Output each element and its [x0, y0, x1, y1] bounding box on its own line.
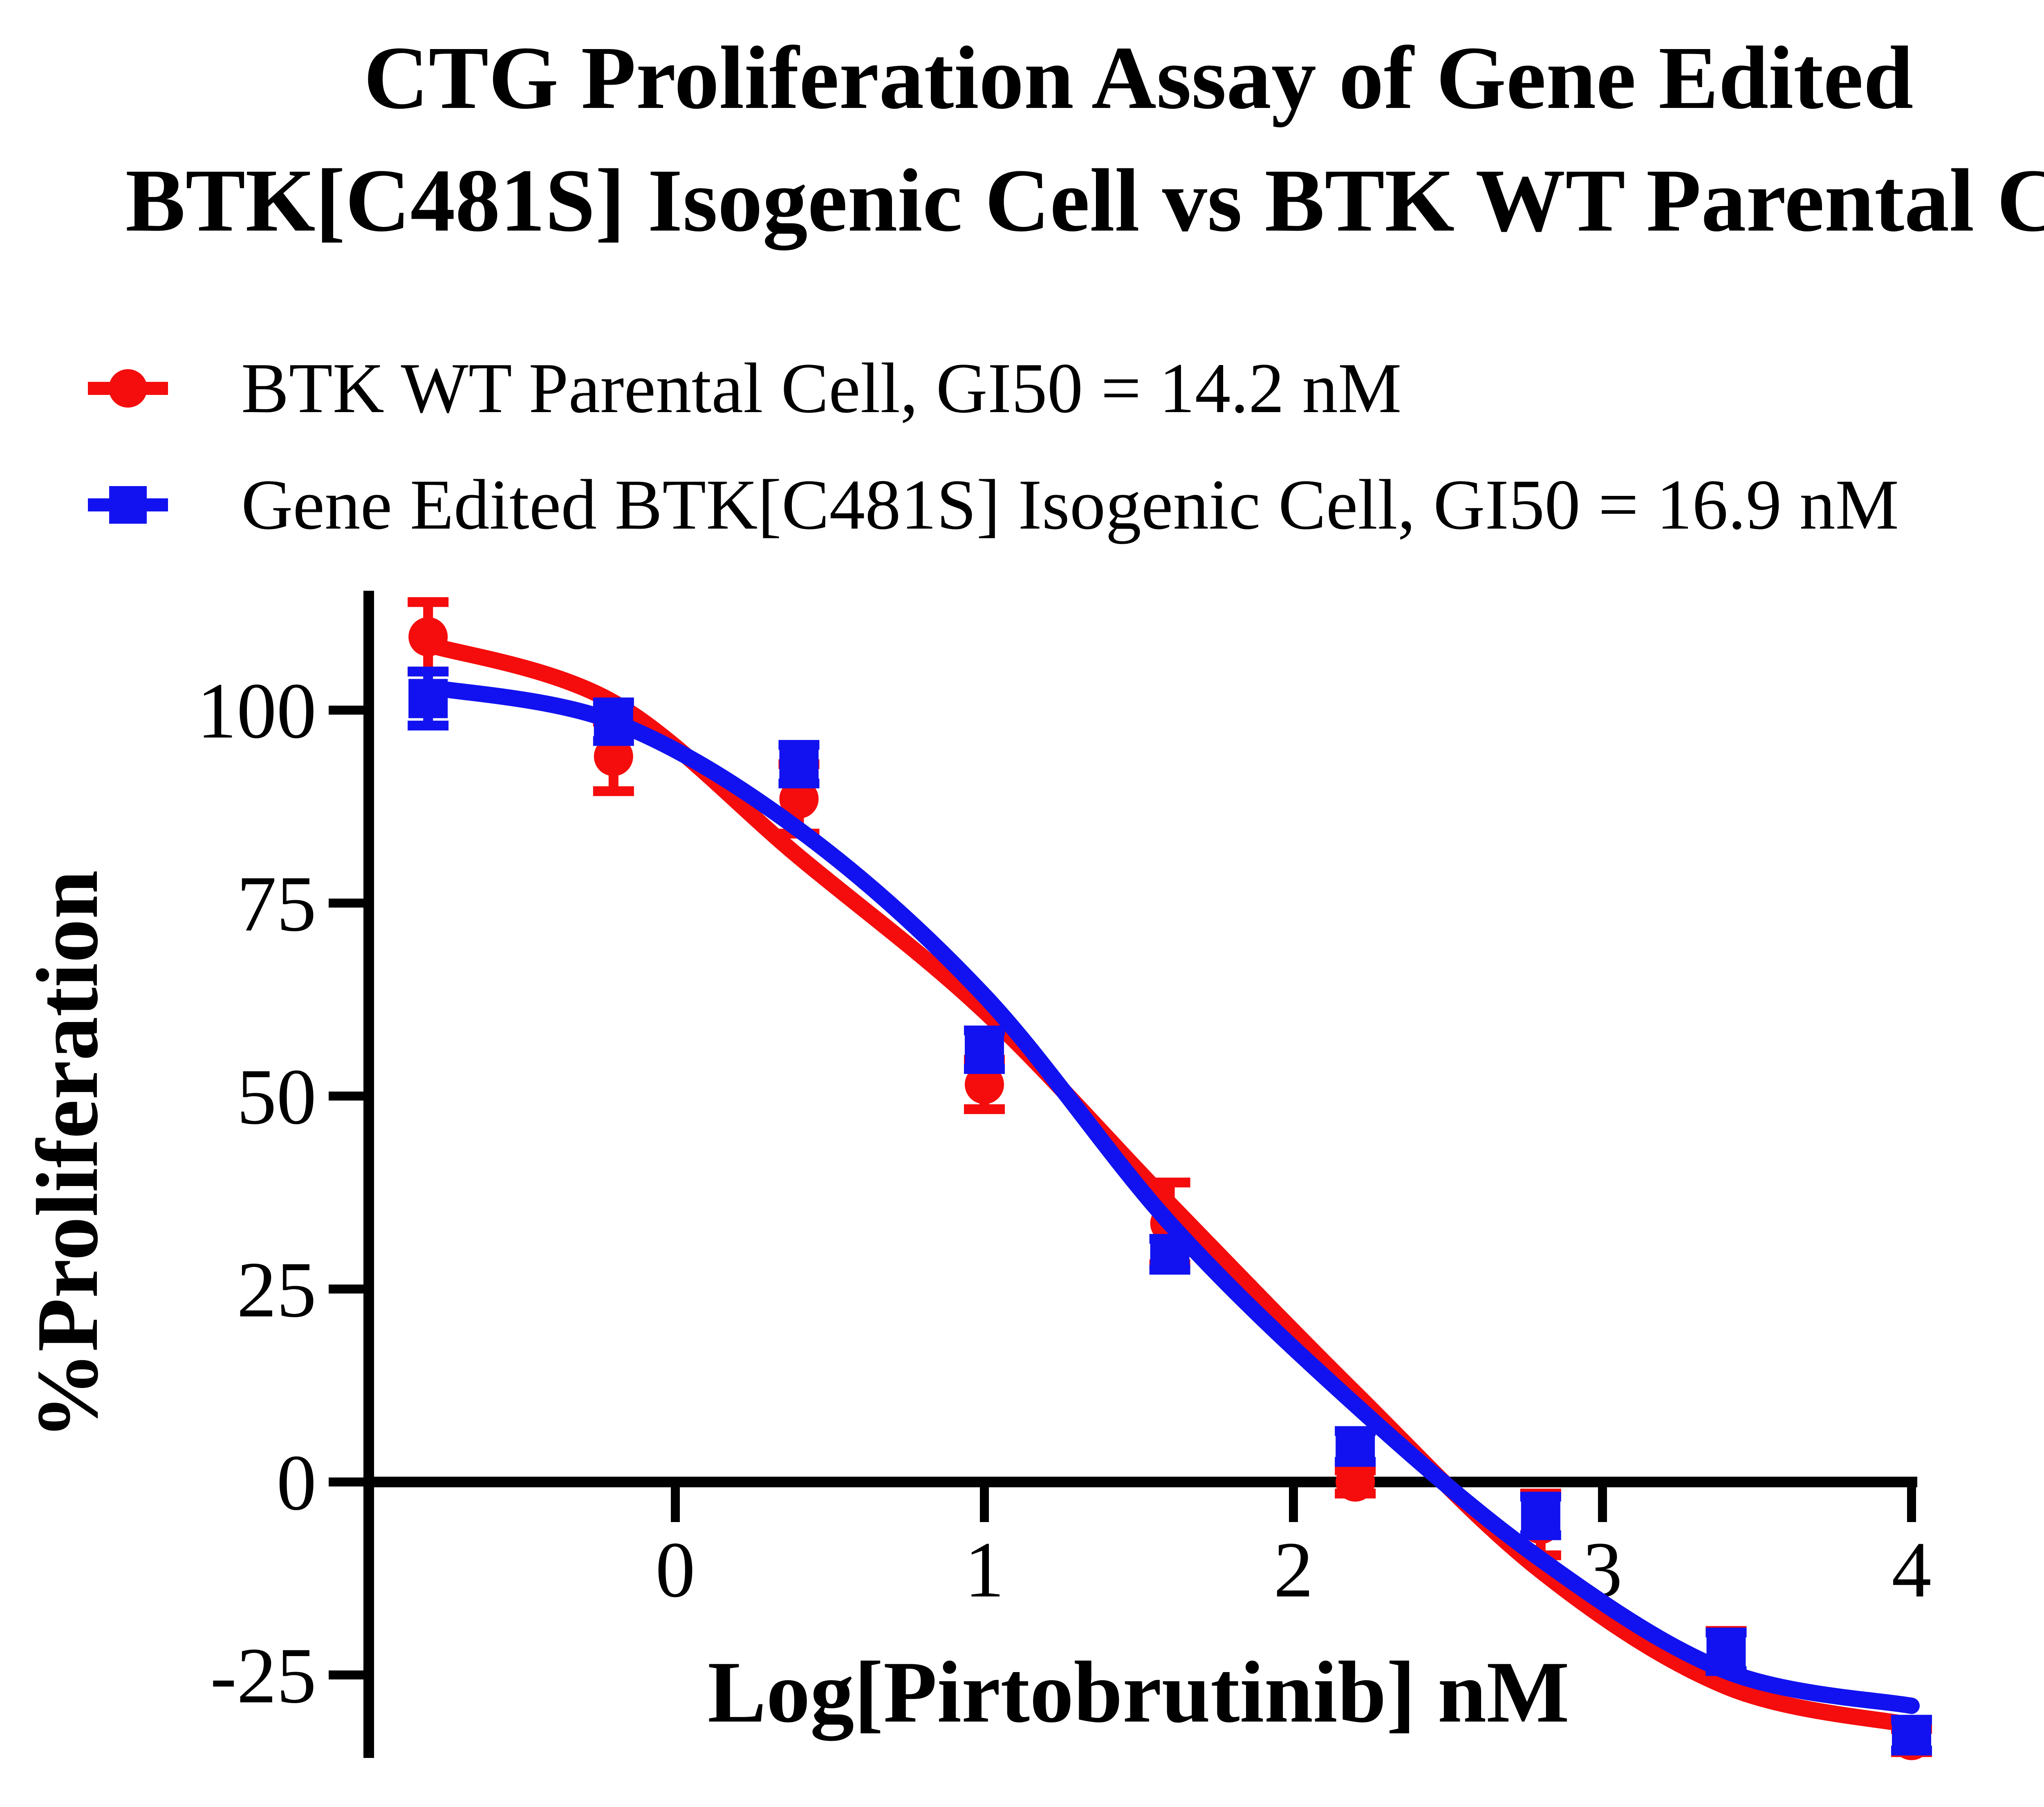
- chart-title-line2: BTK[C481S] Isogenic Cell vs BTK WT Paren…: [125, 150, 2044, 250]
- data-point-square: [779, 744, 819, 784]
- data-point-square: [1892, 1715, 1931, 1755]
- y-tick: [329, 1670, 363, 1679]
- data-point-square: [965, 1030, 1004, 1069]
- data-point-circle: [1336, 1462, 1375, 1502]
- y-tick: [329, 1285, 363, 1294]
- y-axis-line: [363, 591, 374, 1758]
- x-axis-title: Log[Pirtobrutinib] nM: [707, 1643, 1570, 1741]
- chart-title-line1: CTG Proliferation Assay of Gene Edited: [363, 28, 1914, 128]
- legend-label-c481s: Gene Edited BTK[C481S] Isogenic Cell, GI…: [241, 465, 1899, 544]
- error-cap-bottom: [964, 1104, 1005, 1114]
- x-tick-label: 2: [1273, 1526, 1313, 1614]
- error-cap-top: [408, 597, 449, 607]
- data-point-circle: [779, 779, 819, 819]
- x-tick: [1907, 1487, 1916, 1522]
- y-tick-label: 100: [197, 667, 317, 755]
- fit-curve-blue: [420, 679, 1920, 1714]
- y-tick: [329, 1477, 363, 1486]
- y-tick: [329, 706, 363, 715]
- x-tick: [1598, 1487, 1607, 1522]
- y-tick-label: -25: [210, 1632, 316, 1720]
- x-tick-label: 4: [1892, 1526, 1932, 1614]
- x-tick-label: 0: [655, 1526, 695, 1614]
- data-point-square: [1521, 1496, 1560, 1536]
- y-tick-label: 75: [237, 860, 316, 948]
- x-axis-line: [363, 1477, 1917, 1487]
- y-tick: [329, 899, 363, 908]
- data-point-circle: [965, 1065, 1004, 1104]
- y-tick-label: 0: [277, 1439, 317, 1527]
- y-tick-label: 25: [237, 1246, 316, 1334]
- y-tick-label: 50: [237, 1053, 316, 1141]
- error-cap-bottom: [593, 786, 634, 796]
- x-tick: [1289, 1487, 1298, 1522]
- y-axis-title: %Proliferation: [18, 870, 116, 1440]
- x-tick-label: 1: [964, 1526, 1004, 1614]
- legend-square-marker-icon: [109, 486, 147, 524]
- legend-circle-marker-icon: [109, 369, 147, 408]
- legend-label-wt: BTK WT Parental Cell, GI50 = 14.2 nM: [241, 348, 1402, 428]
- error-cap-bottom: [408, 720, 449, 731]
- error-cap-top: [408, 666, 449, 677]
- data-point-square: [1336, 1427, 1375, 1466]
- x-tick: [980, 1487, 989, 1522]
- data-point-circle: [594, 737, 633, 776]
- y-tick: [329, 1092, 363, 1101]
- x-tick: [671, 1487, 680, 1522]
